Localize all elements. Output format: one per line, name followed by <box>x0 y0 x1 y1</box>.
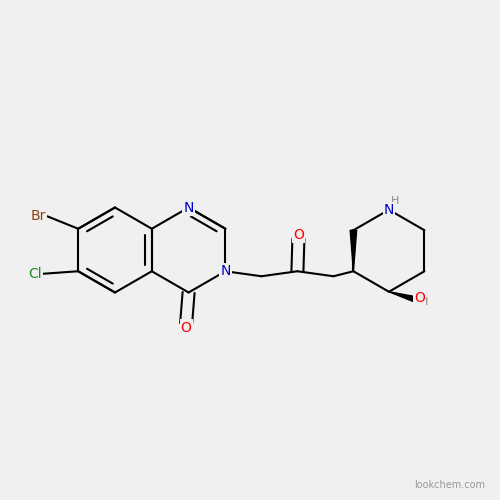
Text: N: N <box>220 264 230 278</box>
Text: O: O <box>293 228 304 242</box>
Text: N: N <box>184 200 194 214</box>
Text: O: O <box>414 292 426 305</box>
Text: N: N <box>384 203 394 217</box>
Text: Br: Br <box>30 209 46 223</box>
Text: O: O <box>180 320 192 334</box>
Text: Cl: Cl <box>28 267 42 281</box>
Polygon shape <box>389 292 421 304</box>
Text: H: H <box>420 297 428 307</box>
Text: lookchem.com: lookchem.com <box>414 480 485 490</box>
Polygon shape <box>350 230 356 272</box>
Text: H: H <box>390 196 399 206</box>
